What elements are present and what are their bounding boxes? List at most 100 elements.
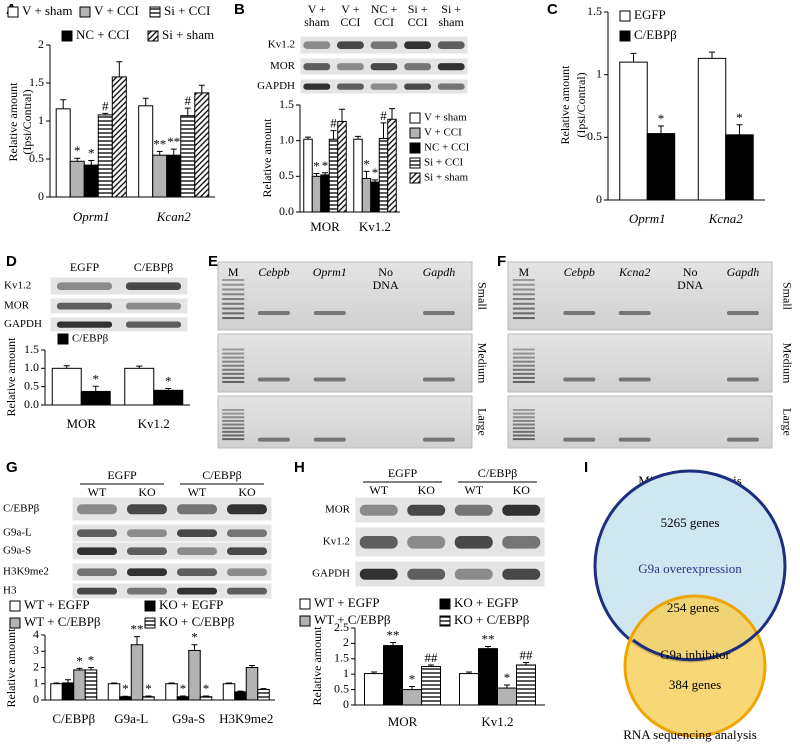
error-bar (53, 682, 60, 684)
blot-band (177, 568, 217, 576)
legend-label: Si + CCI (424, 157, 464, 169)
error-bar (709, 51, 716, 59)
blot-band (227, 587, 267, 595)
bar (478, 648, 498, 706)
blot-band (359, 504, 398, 516)
ladder-band (222, 372, 245, 375)
blot-band (125, 282, 182, 290)
error-bar (76, 667, 83, 670)
legend-label: C/EBPβ (72, 333, 109, 345)
blot-column-label: EGFP (70, 260, 100, 274)
legend-label: KO + C/EBPβ (159, 614, 235, 629)
bar (378, 138, 389, 213)
ladder-band (512, 283, 535, 286)
bar (697, 57, 727, 201)
bar (153, 389, 184, 406)
blot-band (77, 568, 117, 576)
legend-swatch (439, 615, 451, 627)
blot-column-label: V + (308, 2, 326, 16)
ladder-band (222, 356, 245, 359)
bar (328, 138, 339, 213)
blot-column-label: V + (341, 2, 359, 16)
y-tick-label: 0.0 (24, 397, 39, 411)
bar (50, 683, 63, 701)
bar (152, 154, 168, 198)
y-tick-label: 1.5 (334, 651, 349, 665)
legend-label: V + sham (424, 112, 467, 124)
blot-row-label: C/EBPβ (3, 503, 40, 515)
bar (97, 114, 113, 198)
bar (387, 118, 397, 213)
legend-swatch (619, 10, 631, 22)
error-bar (355, 135, 361, 140)
x-tick-label: G9a-S (172, 711, 205, 726)
ladder-band (512, 352, 535, 355)
legend-label: NC + CCI (424, 142, 470, 154)
error-bar (102, 112, 109, 115)
legend-swatch (147, 30, 159, 42)
blot-strip (71, 541, 273, 561)
y-axis-label: Relative amount (310, 626, 324, 706)
bar (73, 669, 86, 701)
blot-row-label: G9a-L (3, 527, 32, 539)
bar (176, 696, 190, 701)
bar (245, 667, 259, 701)
bar (257, 688, 270, 701)
error-bar (504, 684, 510, 689)
bar (383, 645, 403, 706)
bar (111, 76, 127, 198)
gel-band (618, 310, 651, 315)
gel-band (313, 437, 346, 442)
blot-column-label: C/EBPβ (134, 260, 173, 274)
ladder-band (512, 293, 535, 296)
error-bar (191, 644, 198, 651)
ladder-band (512, 438, 535, 441)
ladder-band (222, 307, 245, 310)
y-tick-label: 0.5 (279, 168, 294, 182)
bar (459, 673, 479, 706)
error-bar (136, 365, 143, 369)
error-bar (380, 122, 387, 139)
y-tick-label: 1.5 (279, 97, 294, 111)
venn-count: 5265 genes (661, 515, 720, 530)
blot-column-label: WT (464, 483, 483, 497)
size-label: Small (475, 282, 489, 311)
bar (370, 181, 380, 213)
blot-band (177, 587, 217, 595)
blot-column-label: CCI (408, 15, 428, 29)
legend-swatch (619, 30, 631, 42)
blot-band (502, 504, 541, 516)
lane-label: DNA (373, 278, 399, 292)
significance-mark: * (658, 111, 665, 126)
significance-mark: # (102, 98, 109, 113)
bar (51, 367, 82, 406)
legend-label: C/EBPβ (634, 27, 677, 42)
y-axis-label: (Ipsi/Contral) (574, 72, 588, 137)
error-bar (60, 99, 67, 109)
significance-mark: * (313, 158, 320, 173)
y-axis-label: Relative amount (558, 65, 572, 145)
blot-strip (71, 582, 273, 600)
legend-swatch (409, 172, 421, 184)
size-label: Medium (475, 343, 489, 384)
lane-label: Gapdh (727, 265, 760, 279)
blot-row-label: Kv1.2 (4, 280, 31, 292)
gel-band (313, 377, 346, 382)
lane-label: DNA (677, 278, 703, 292)
error-bar (371, 671, 377, 674)
significance-mark: * (363, 156, 370, 171)
significance-mark: # (185, 93, 192, 108)
bar (725, 134, 754, 201)
ladder-band (222, 317, 245, 320)
legend-label: KO + EGFP (159, 597, 223, 612)
legend-swatch (149, 6, 161, 18)
bar (138, 105, 154, 198)
blot-band (56, 321, 113, 328)
ladder-band (512, 430, 535, 433)
bar (180, 115, 196, 198)
significance-mark: * (504, 670, 511, 685)
error-bar (485, 645, 491, 649)
venn-count: 384 genes (669, 677, 721, 692)
x-tick-label: H3K9me2 (219, 711, 273, 726)
blot-strip (49, 276, 189, 296)
